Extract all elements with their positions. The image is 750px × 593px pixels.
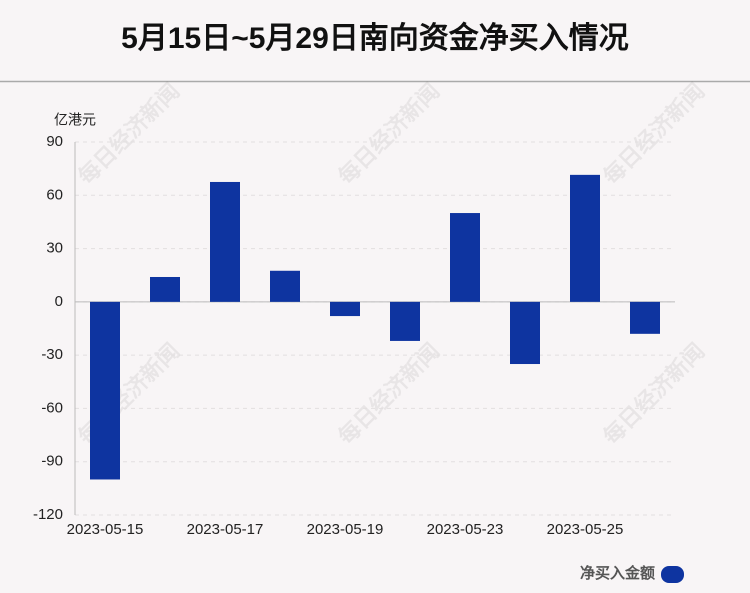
legend-label: 净买入金额: [580, 564, 655, 582]
x-tick-label: 2023-05-19: [307, 521, 384, 538]
x-tick-label: 2023-05-15: [67, 521, 144, 538]
y-tick-label: -30: [41, 346, 63, 363]
y-tick-label: 90: [46, 133, 63, 150]
bar: [570, 174, 600, 302]
bar: [390, 301, 420, 341]
x-tick-label: 2023-05-23: [427, 521, 504, 538]
bar: [150, 276, 180, 302]
bar: [210, 181, 240, 302]
bar: [630, 301, 660, 334]
bar: [270, 270, 300, 302]
y-tick-label: -60: [41, 399, 63, 416]
y-tick-label: 60: [46, 186, 63, 203]
bar: [90, 301, 120, 480]
bar: [450, 213, 480, 302]
y-tick-label: 30: [46, 240, 63, 257]
x-tick-label: 2023-05-25: [547, 521, 624, 538]
bar: [510, 301, 540, 365]
chart-title: 5月15日~5月29日南向资金净买入情况: [121, 21, 629, 55]
bar: [330, 301, 360, 317]
y-tick-label: -120: [33, 506, 63, 523]
y-tick-label: 0: [55, 293, 63, 310]
x-tick-label: 2023-05-17: [187, 521, 264, 538]
y-unit: 亿港元: [54, 112, 96, 128]
legend-swatch: [661, 566, 684, 583]
y-tick-label: -90: [41, 453, 63, 470]
